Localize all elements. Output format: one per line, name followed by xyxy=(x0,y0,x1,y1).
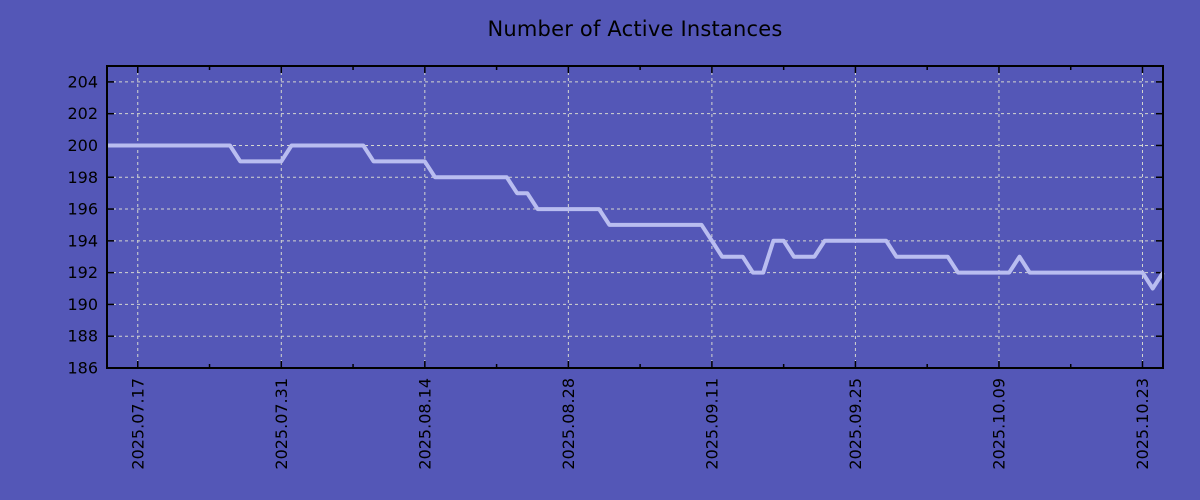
y-axis-tick-label: 190 xyxy=(67,295,98,314)
grid-layer xyxy=(107,66,1163,368)
y-axis-tick-label: 186 xyxy=(67,359,98,378)
y-axis-tick-label: 200 xyxy=(67,136,98,155)
x-axis-tick-label: 2025.10.09 xyxy=(989,378,1008,470)
y-axis-tick-label: 198 xyxy=(67,168,98,187)
series-line xyxy=(107,143,1165,291)
plot-border xyxy=(106,65,1164,369)
chart-title: Number of Active Instances xyxy=(487,17,783,41)
y-axis-tick-label: 196 xyxy=(67,200,98,219)
x-axis-tick-label: 2025.08.28 xyxy=(559,378,578,470)
y-axis-tick-label: 192 xyxy=(67,263,98,282)
x-axis-tick-label: 2025.09.11 xyxy=(702,378,721,470)
x-axis-tick-label: 2025.10.23 xyxy=(1133,378,1152,470)
series-layer xyxy=(107,143,1165,291)
y-axis-tick-label: 204 xyxy=(67,72,98,91)
y-axis-tick-label: 188 xyxy=(67,327,98,346)
x-axis-tick-label: 2025.07.17 xyxy=(128,378,147,470)
y-axis-tick-label: 194 xyxy=(67,231,98,250)
axis-labels: 186 188 190 192 194 196 198 200 202 204 2025.07.17… xyxy=(67,72,1152,469)
y-axis-tick-label: 202 xyxy=(67,104,98,123)
x-axis-tick-label: 2025.09.25 xyxy=(846,378,865,470)
x-axis-tick-label: 2025.08.14 xyxy=(415,378,434,470)
axis-ticks xyxy=(107,66,1163,369)
x-axis-tick-label: 2025.07.31 xyxy=(272,378,291,470)
